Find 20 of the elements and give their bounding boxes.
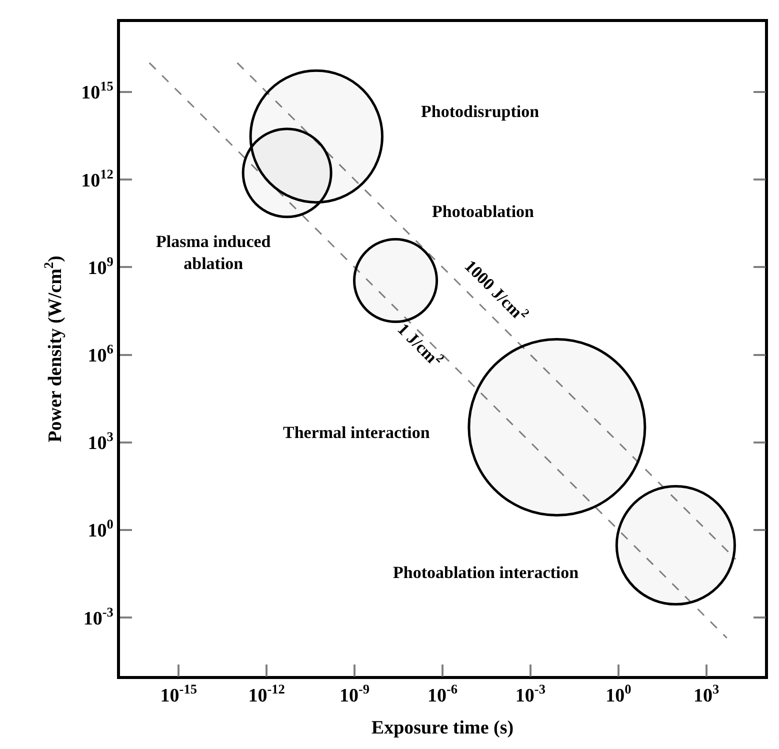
annotation: Plasma induced ablation bbox=[156, 232, 272, 274]
x-tick-label: 10$^{-6}$ bbox=[427, 682, 458, 707]
annotation: Photoablation interaction bbox=[393, 563, 580, 582]
x-tick-label: 10$^{3}$ bbox=[694, 682, 720, 707]
x-axis-title: Exposure time (s) bbox=[371, 717, 514, 738]
y-tick-label: 10$^{3}$ bbox=[88, 429, 114, 454]
y-tick-label: 10$^{0}$ bbox=[88, 516, 114, 542]
annotation: Thermal interaction bbox=[283, 423, 430, 442]
x-tick-label: 10$^{-3}$ bbox=[515, 682, 546, 707]
x-tick-label: 10$^{-12}$ bbox=[248, 682, 286, 707]
y-tick-label: 10$^{-3}$ bbox=[83, 604, 114, 630]
y-tick-label: 10$^{9}$ bbox=[88, 254, 114, 279]
y-tick-label: 10$^{12}$ bbox=[81, 166, 114, 192]
x-tick-label: 10$^{-9}$ bbox=[340, 682, 370, 707]
x-tick-label: 10$^{0}$ bbox=[606, 682, 632, 707]
annotation: Photoablation bbox=[432, 202, 535, 221]
y-tick-label: 10$^{15}$ bbox=[81, 78, 114, 104]
annotation: Photodisruption bbox=[421, 102, 540, 121]
y-tick-label: 10$^{6}$ bbox=[88, 341, 114, 366]
x-tick-label: 10$^{-15}$ bbox=[160, 682, 198, 707]
